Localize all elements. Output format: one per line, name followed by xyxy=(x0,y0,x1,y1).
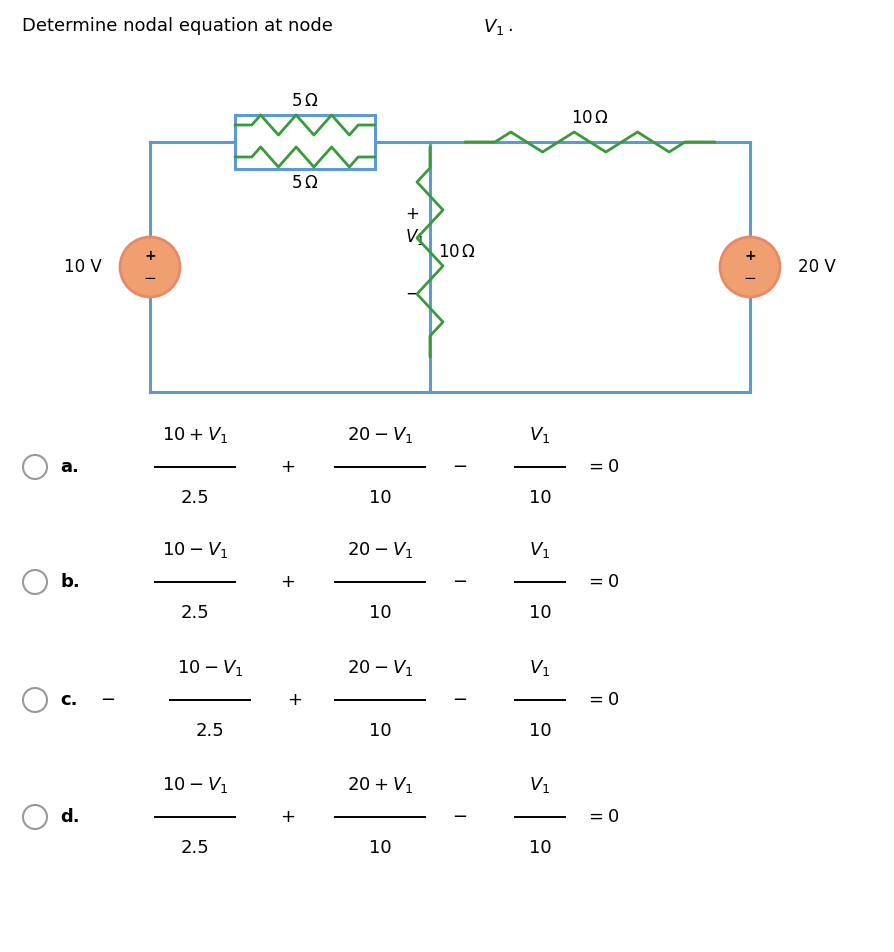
Text: $V_{1}$: $V_{1}$ xyxy=(529,658,551,678)
Text: $20 − V_{1}$: $20 − V_{1}$ xyxy=(347,425,413,445)
Text: $= 0$: $= 0$ xyxy=(585,808,620,826)
Text: 10: 10 xyxy=(528,489,552,507)
Text: −: − xyxy=(452,691,468,709)
Text: b.: b. xyxy=(60,573,80,591)
Text: 10: 10 xyxy=(528,839,552,857)
Text: 10: 10 xyxy=(368,604,392,622)
Text: $V_{1}$: $V_{1}$ xyxy=(529,540,551,560)
Text: +: + xyxy=(144,248,156,263)
Text: +: + xyxy=(280,808,295,826)
Text: c.: c. xyxy=(60,691,78,709)
Text: −: − xyxy=(744,271,756,286)
Text: −: − xyxy=(452,458,468,476)
Circle shape xyxy=(720,237,780,297)
Text: −: − xyxy=(100,691,115,709)
Text: 10: 10 xyxy=(368,489,392,507)
Text: 2.5: 2.5 xyxy=(181,489,209,507)
Circle shape xyxy=(120,237,180,297)
Text: 10: 10 xyxy=(368,839,392,857)
Text: +: + xyxy=(280,458,295,476)
Text: $5\,\Omega$: $5\,\Omega$ xyxy=(291,92,318,110)
Text: $10 − V_{1}$: $10 − V_{1}$ xyxy=(177,658,243,678)
Text: $10\,\Omega$: $10\,\Omega$ xyxy=(438,243,476,261)
Text: 10: 10 xyxy=(528,604,552,622)
Text: $= 0$: $= 0$ xyxy=(585,573,620,591)
Text: 2.5: 2.5 xyxy=(196,722,224,740)
Text: $5\,\Omega$: $5\,\Omega$ xyxy=(291,174,318,192)
Text: $10 − V_{1}$: $10 − V_{1}$ xyxy=(162,775,228,795)
Text: $V_1$: $V_1$ xyxy=(405,227,425,247)
Text: $= 0$: $= 0$ xyxy=(585,458,620,476)
Text: +: + xyxy=(744,248,755,263)
Text: −: − xyxy=(452,808,468,826)
Text: 10: 10 xyxy=(368,722,392,740)
Text: 2.5: 2.5 xyxy=(181,604,209,622)
Text: $20 − V_{1}$: $20 − V_{1}$ xyxy=(347,658,413,678)
Text: $20 − V_{1}$: $20 − V_{1}$ xyxy=(347,540,413,560)
Text: $V_1$: $V_1$ xyxy=(483,17,504,37)
Text: 10: 10 xyxy=(528,722,552,740)
Bar xyxy=(235,115,375,169)
Text: 2.5: 2.5 xyxy=(181,839,209,857)
Text: a.: a. xyxy=(60,458,79,476)
Text: d.: d. xyxy=(60,808,80,826)
Text: $10\,\Omega$: $10\,\Omega$ xyxy=(571,109,609,127)
Text: $V_{1}$: $V_{1}$ xyxy=(529,425,551,445)
Text: $10 − V_{1}$: $10 − V_{1}$ xyxy=(162,540,228,560)
Text: Determine nodal equation at node: Determine nodal equation at node xyxy=(22,17,339,35)
Text: +: + xyxy=(405,205,419,223)
Text: −: − xyxy=(405,285,419,303)
Text: $= 0$: $= 0$ xyxy=(585,691,620,709)
Text: .: . xyxy=(507,17,513,35)
Text: $20 + V_{1}$: $20 + V_{1}$ xyxy=(347,775,413,795)
Text: +: + xyxy=(280,573,295,591)
Text: 20 V: 20 V xyxy=(798,258,836,276)
Text: −: − xyxy=(452,573,468,591)
Text: $10 + V_{1}$: $10 + V_{1}$ xyxy=(162,425,228,445)
Text: −: − xyxy=(144,271,156,286)
Text: $V_{1}$: $V_{1}$ xyxy=(529,775,551,795)
Text: +: + xyxy=(288,691,302,709)
Text: 10 V: 10 V xyxy=(64,258,102,276)
